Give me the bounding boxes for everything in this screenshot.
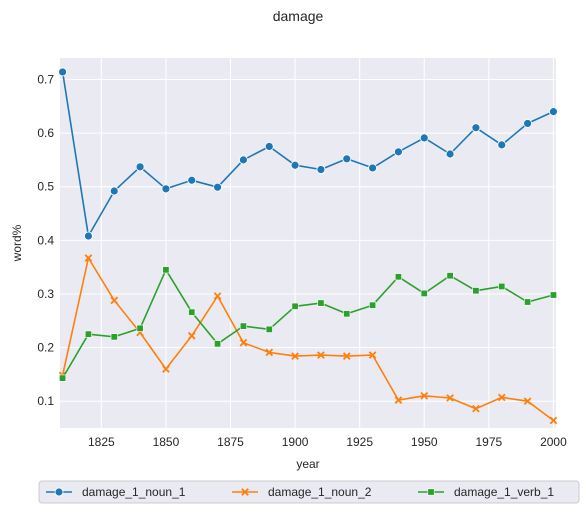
data-point: [368, 351, 377, 359]
series-line: [61, 71, 554, 237]
data-point: [84, 231, 93, 241]
x-tick-label: 1950: [411, 435, 438, 449]
data-point: [161, 184, 171, 194]
data-point: [291, 302, 299, 310]
data-point: [290, 160, 300, 170]
data-point: [213, 292, 222, 300]
data-point: [472, 404, 480, 413]
data-point: [549, 291, 557, 299]
data-point: [265, 325, 273, 333]
x-tick-label: 2000: [540, 435, 567, 449]
data-point: [394, 396, 403, 404]
legend-item: damage_1_noun_1: [46, 485, 186, 499]
data-point: [187, 331, 196, 340]
legend-marker: [241, 488, 249, 496]
legend-marker: [54, 487, 64, 497]
y-tick-label: 0.1: [37, 394, 54, 408]
chart-title: damage: [273, 8, 324, 24]
data-point: [291, 352, 299, 360]
data-point: [135, 162, 145, 172]
data-point: [343, 310, 351, 318]
data-point: [109, 186, 119, 196]
legend-label: damage_1_noun_1: [82, 485, 186, 499]
x-tick-label: 1900: [282, 435, 309, 449]
data-point: [58, 67, 67, 77]
data-point: [523, 397, 532, 406]
grid-lines: [60, 58, 556, 428]
legend-item: damage_1_verb_1: [418, 485, 554, 499]
x-tick-label: 1925: [346, 435, 373, 449]
data-point: [445, 149, 455, 159]
legend-frame: [38, 480, 580, 504]
data-point: [497, 140, 507, 150]
data-point: [239, 322, 247, 330]
data-point: [213, 182, 222, 192]
data-point: [368, 163, 377, 173]
data-point: [188, 308, 196, 316]
data-point: [59, 374, 67, 382]
data-point: [446, 272, 454, 280]
legend-item: damage_1_noun_2: [232, 485, 372, 499]
data-point: [265, 348, 274, 357]
legend: damage_1_noun_1 damage_1_noun_2 damage_1_v…: [38, 480, 580, 504]
data-point: [317, 351, 325, 359]
y-tick-label: 0.6: [37, 126, 54, 140]
data-point: [394, 147, 403, 157]
data-point: [110, 296, 119, 305]
series-line: [61, 257, 554, 422]
data-point: [369, 301, 377, 309]
series-line: [61, 268, 554, 379]
x-tick-label: 1825: [88, 435, 115, 449]
y-axis-ticks: 0.1 0.2 0.3 0.4 0.5 0.6 0.7: [37, 72, 54, 408]
data-point: [471, 123, 481, 133]
data-point: [239, 338, 248, 347]
data-point: [524, 298, 532, 306]
plot-area: [60, 58, 556, 428]
data-point: [419, 133, 429, 143]
data-point: [317, 299, 325, 307]
y-tick-label: 0.4: [37, 233, 54, 247]
data-point: [420, 289, 428, 297]
data-point: [239, 155, 248, 165]
series-layer: [58, 67, 558, 425]
data-point: [394, 273, 402, 281]
data-point: [214, 340, 222, 348]
data-point: [162, 266, 170, 274]
series-damage_1_verb_1: [59, 266, 557, 382]
data-point: [136, 324, 144, 332]
y-tick-label: 0.5: [37, 180, 54, 194]
y-tick-label: 0.3: [37, 287, 54, 301]
data-point: [342, 154, 352, 164]
x-axis-ticks: 1825 1850 1875 1900 1925 1950 1975 2000: [88, 435, 567, 449]
data-point: [497, 393, 506, 402]
data-point: [420, 391, 429, 400]
data-point: [84, 330, 92, 338]
legend-label: damage_1_verb_1: [454, 485, 554, 499]
y-tick-label: 0.2: [37, 341, 54, 355]
legend-label: damage_1_noun_2: [268, 485, 372, 499]
series-damage_1_noun_2: [58, 254, 558, 425]
data-point: [187, 175, 197, 185]
data-point: [472, 287, 480, 295]
data-point: [342, 352, 351, 360]
data-point: [264, 142, 274, 151]
data-point: [84, 254, 93, 262]
data-point: [549, 107, 558, 117]
series-damage_1_noun_1: [58, 67, 558, 241]
x-tick-label: 1875: [217, 435, 244, 449]
x-tick-label: 1850: [153, 435, 180, 449]
data-point: [110, 333, 118, 341]
data-point: [162, 365, 170, 373]
data-point: [446, 394, 454, 402]
data-point: [523, 119, 532, 128]
data-point: [316, 165, 326, 174]
x-tick-label: 1975: [475, 435, 502, 449]
x-axis-label: year: [296, 457, 319, 471]
data-point: [549, 416, 558, 425]
y-axis-label: word%: [10, 224, 24, 262]
data-point: [498, 282, 506, 290]
y-tick-label: 0.7: [37, 72, 54, 86]
legend-marker: [427, 488, 435, 496]
